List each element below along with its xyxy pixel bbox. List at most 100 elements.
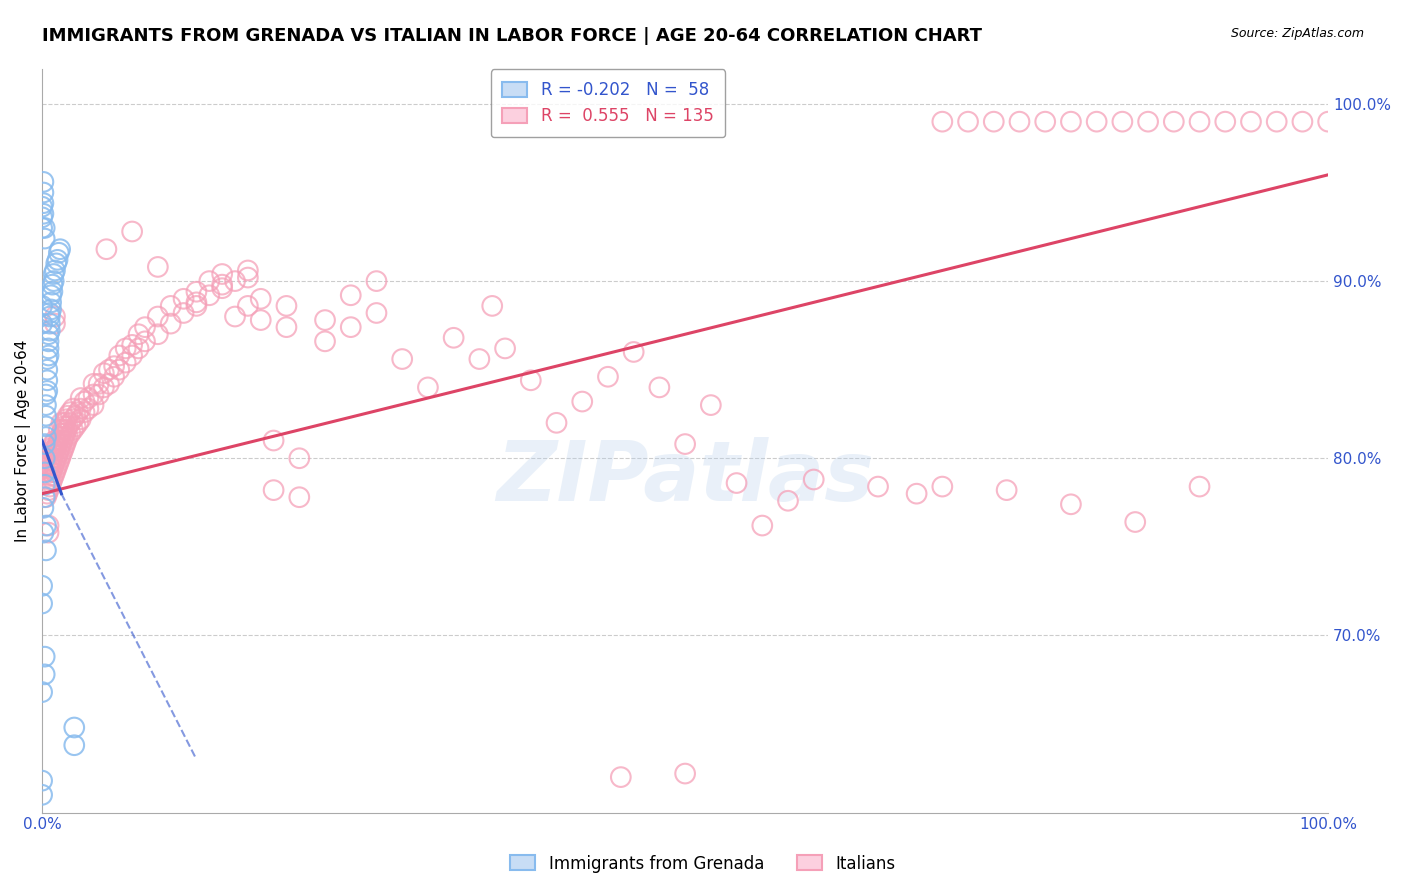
Point xyxy=(59,405,82,419)
Point xyxy=(53,426,76,441)
Legend: Immigrants from Grenada, Italians: Immigrants from Grenada, Italians xyxy=(503,848,903,880)
Point xyxy=(51,437,73,451)
Point xyxy=(31,579,53,593)
Point xyxy=(77,401,100,416)
Point xyxy=(610,770,633,784)
Point xyxy=(443,331,465,345)
Point xyxy=(41,441,63,455)
Point xyxy=(31,200,53,214)
Point xyxy=(224,310,246,324)
Point xyxy=(45,451,67,466)
Point xyxy=(38,349,60,363)
Point xyxy=(1188,480,1211,494)
Point xyxy=(37,362,59,376)
Point xyxy=(1163,114,1185,128)
Point xyxy=(65,419,87,434)
Point xyxy=(55,423,77,437)
Point xyxy=(35,398,58,412)
Point xyxy=(339,288,361,302)
Point xyxy=(31,299,53,313)
Point xyxy=(1060,114,1083,128)
Point xyxy=(134,320,156,334)
Point xyxy=(37,384,59,398)
Point xyxy=(39,444,62,458)
Point xyxy=(186,295,208,310)
Point xyxy=(45,256,67,270)
Point xyxy=(520,373,543,387)
Point xyxy=(35,409,58,423)
Point xyxy=(93,366,115,380)
Point xyxy=(146,310,169,324)
Point xyxy=(34,667,56,681)
Point xyxy=(32,525,55,540)
Point xyxy=(38,462,60,476)
Point xyxy=(48,455,70,469)
Point xyxy=(224,274,246,288)
Point xyxy=(46,458,69,473)
Point xyxy=(173,292,195,306)
Point xyxy=(546,416,568,430)
Point xyxy=(957,114,980,128)
Point xyxy=(37,486,59,500)
Point xyxy=(1060,497,1083,511)
Point xyxy=(51,416,73,430)
Point xyxy=(34,649,56,664)
Point xyxy=(803,473,825,487)
Point xyxy=(34,231,56,245)
Point xyxy=(276,320,298,334)
Point xyxy=(35,490,58,504)
Point xyxy=(37,373,59,387)
Point xyxy=(53,416,76,430)
Point xyxy=(128,342,150,356)
Point xyxy=(198,288,221,302)
Legend: R = -0.202   N =  58, R =  0.555   N = 135: R = -0.202 N = 58, R = 0.555 N = 135 xyxy=(491,70,725,137)
Point xyxy=(41,277,63,292)
Point xyxy=(31,211,53,225)
Point xyxy=(249,313,271,327)
Point xyxy=(42,437,65,451)
Point xyxy=(62,412,84,426)
Point xyxy=(98,376,121,391)
Point xyxy=(49,451,72,466)
Point xyxy=(35,543,58,558)
Point xyxy=(69,401,91,416)
Point xyxy=(73,394,96,409)
Point xyxy=(46,437,69,451)
Point xyxy=(44,317,66,331)
Point xyxy=(83,376,105,391)
Point xyxy=(1085,114,1108,128)
Point xyxy=(31,597,53,611)
Point xyxy=(103,359,125,373)
Point xyxy=(38,334,60,349)
Point xyxy=(56,409,79,423)
Point xyxy=(31,685,53,699)
Point xyxy=(44,263,66,277)
Point xyxy=(34,466,56,480)
Point xyxy=(114,355,136,369)
Point xyxy=(45,441,67,455)
Point xyxy=(121,225,143,239)
Point xyxy=(751,518,773,533)
Point xyxy=(700,398,723,412)
Point xyxy=(37,476,59,491)
Point xyxy=(44,310,66,324)
Point xyxy=(34,478,56,492)
Point xyxy=(38,473,60,487)
Point xyxy=(39,288,62,302)
Point xyxy=(35,419,58,434)
Point xyxy=(314,334,336,349)
Point xyxy=(1137,114,1160,128)
Point xyxy=(623,345,645,359)
Point xyxy=(48,434,70,448)
Point xyxy=(494,342,516,356)
Point xyxy=(39,302,62,317)
Point xyxy=(468,352,491,367)
Text: Source: ZipAtlas.com: Source: ZipAtlas.com xyxy=(1230,27,1364,40)
Point xyxy=(159,317,181,331)
Point xyxy=(37,352,59,367)
Point xyxy=(32,175,55,189)
Point xyxy=(45,462,67,476)
Point xyxy=(38,324,60,338)
Point xyxy=(1317,114,1340,128)
Point xyxy=(32,500,55,515)
